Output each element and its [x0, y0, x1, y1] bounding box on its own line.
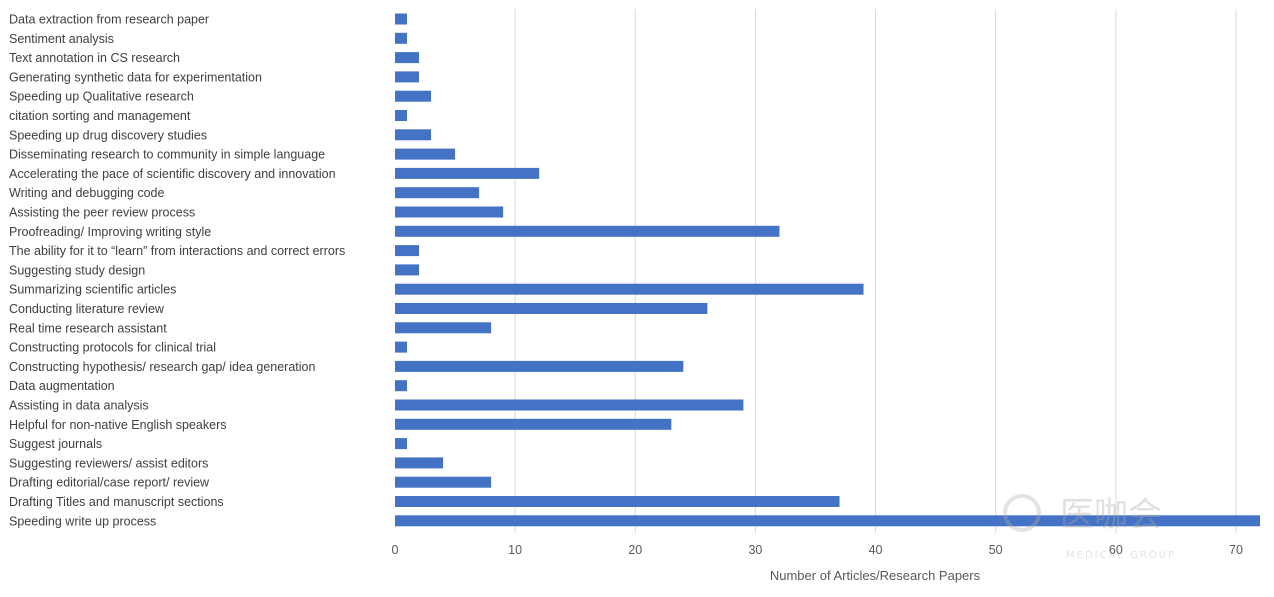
- x-tick-label: 0: [392, 543, 399, 557]
- category-label: Helpful for non-native English speakers: [9, 418, 226, 432]
- category-label: Constructing protocols for clinical tria…: [9, 341, 216, 355]
- bar: [395, 206, 504, 218]
- bar: [395, 245, 420, 257]
- bar: [395, 418, 672, 430]
- category-label: citation sorting and management: [9, 109, 191, 123]
- watermark-text: 医咖会: [1060, 495, 1162, 535]
- bar: [395, 283, 864, 295]
- x-tick-label: 20: [628, 543, 642, 557]
- bar: [395, 148, 456, 160]
- bar: [395, 32, 408, 44]
- category-label: Writing and debugging code: [9, 186, 164, 200]
- category-label: Disseminating research to community in s…: [9, 148, 325, 162]
- x-tick-label: 60: [1109, 543, 1123, 557]
- bars: [395, 13, 1260, 527]
- bar: [395, 90, 432, 102]
- category-label: Accelerating the pace of scientific disc…: [9, 167, 336, 181]
- bar: [395, 110, 408, 121]
- x-tick-label: 40: [869, 543, 883, 557]
- bar: [395, 380, 408, 392]
- category-label: Constructing hypothesis/ research gap/ i…: [9, 360, 315, 374]
- bar: [395, 13, 408, 25]
- bar: [395, 476, 492, 488]
- x-tick-label: 50: [989, 543, 1003, 557]
- bar: [395, 457, 444, 469]
- category-label: The ability for it to “learn” from inter…: [9, 244, 345, 258]
- bar: [395, 129, 432, 141]
- watermark: 医咖会 MEDICAL GROUP: [1003, 494, 1176, 561]
- bar: [395, 52, 420, 64]
- category-label: Assisting in data analysis: [9, 399, 149, 413]
- x-tick-label: 70: [1229, 543, 1243, 557]
- category-label: Proofreading/ Improving writing style: [9, 225, 211, 239]
- bar: [395, 360, 684, 372]
- category-label: Conducting literature review: [9, 302, 165, 316]
- category-label: Drafting editorial/case report/ review: [9, 476, 210, 490]
- category-labels: Data extraction from research paper Senti…: [9, 13, 345, 529]
- category-label: Assisting the peer review process: [9, 206, 195, 220]
- category-label: Data extraction from research paper: [9, 13, 209, 27]
- bar: [395, 264, 420, 276]
- category-label: Text annotation in CS research: [9, 51, 180, 65]
- gridlines: [514, 9, 1237, 533]
- bar: [395, 303, 708, 314]
- category-label: Real time research assistant: [9, 321, 167, 335]
- watermark-subtext: MEDICAL GROUP: [1066, 550, 1176, 561]
- category-label: Drafting Titles and manuscript sections: [9, 495, 224, 509]
- x-tick-label: 30: [748, 543, 762, 557]
- bar: [395, 322, 492, 334]
- watermark-logo-icon: [1003, 494, 1041, 532]
- category-label: Generating synthetic data for experiment…: [9, 70, 262, 84]
- bar: [395, 341, 408, 353]
- bar: [395, 225, 780, 237]
- x-axis-title: Number of Articles/Research Papers: [770, 568, 981, 583]
- x-tick-label: 10: [508, 543, 522, 557]
- bar: [395, 515, 1260, 527]
- category-label: Suggest journals: [9, 437, 102, 451]
- bar: [395, 438, 408, 450]
- x-tick-labels: 0 10 20 30 40 50 60 70: [392, 543, 1243, 557]
- category-label: Suggesting reviewers/ assist editors: [9, 456, 208, 470]
- category-label: Data augmentation: [9, 379, 115, 393]
- category-label: Speeding up Qualitative research: [9, 90, 194, 104]
- bar: [395, 187, 480, 199]
- category-label: Speeding write up process: [9, 514, 156, 528]
- bar: [395, 399, 744, 411]
- bar: [395, 71, 420, 83]
- category-label: Suggesting study design: [9, 263, 145, 277]
- category-label: Speeding up drug discovery studies: [9, 128, 207, 142]
- bar: [395, 167, 540, 179]
- category-label: Summarizing scientific articles: [9, 283, 176, 297]
- bar: [395, 496, 840, 507]
- category-label: Sentiment analysis: [9, 32, 114, 46]
